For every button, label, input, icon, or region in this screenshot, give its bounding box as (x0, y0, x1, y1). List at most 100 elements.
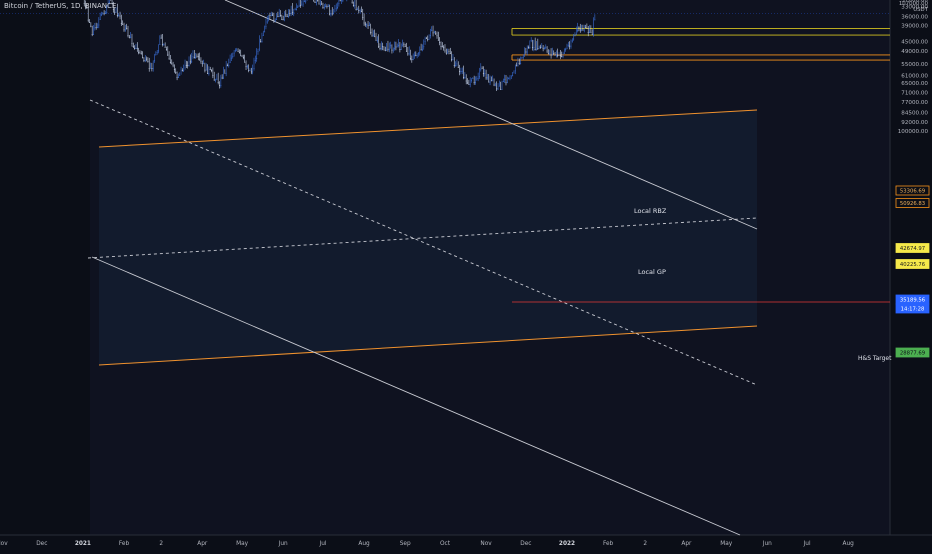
candle (472, 79, 473, 80)
candle (92, 34, 93, 35)
candle (105, 13, 106, 14)
candle (161, 38, 162, 39)
candle (214, 80, 215, 81)
candle (497, 89, 498, 90)
candle (520, 63, 521, 64)
time-tick-label: Jun (762, 541, 772, 547)
candle (165, 47, 166, 48)
candle (452, 60, 453, 61)
candle (203, 64, 204, 65)
candle (181, 74, 182, 75)
candle (117, 15, 118, 16)
candle (147, 61, 148, 62)
candle (393, 50, 394, 51)
currency-label: USDT (913, 7, 929, 13)
candle (269, 15, 270, 16)
candle (127, 35, 128, 36)
candle (249, 70, 250, 71)
candle (328, 6, 329, 7)
candle (142, 58, 143, 59)
candle (555, 55, 556, 56)
candle (304, 1, 305, 2)
candle (162, 44, 163, 45)
candle (173, 65, 174, 66)
candle (470, 84, 471, 85)
candle (577, 30, 578, 31)
candle (288, 16, 289, 17)
candle (458, 67, 459, 68)
candle (467, 83, 468, 84)
candle (171, 64, 172, 65)
candle (230, 62, 231, 63)
candle (524, 56, 525, 57)
candle (159, 44, 160, 45)
time-tick-label: Sep (400, 541, 411, 547)
candle (334, 12, 335, 13)
candle (157, 52, 158, 53)
candle (100, 19, 101, 20)
candle (403, 44, 404, 45)
candle (271, 15, 272, 16)
candle (444, 51, 445, 52)
candle (179, 75, 180, 76)
candle (206, 70, 207, 71)
price-tick-label: 39000.00 (901, 24, 928, 30)
candle (423, 47, 424, 48)
candle (419, 53, 420, 54)
candle (519, 63, 520, 64)
candle (544, 48, 545, 49)
candle (487, 78, 488, 79)
candle (541, 47, 542, 48)
candle (413, 59, 414, 60)
time-tick-label: Apr (197, 541, 208, 547)
candle (572, 41, 573, 42)
candle (562, 56, 563, 57)
candle (234, 53, 235, 54)
candle (257, 51, 258, 52)
candle (511, 76, 512, 77)
candle (436, 36, 437, 37)
time-tick-label: May (720, 541, 733, 547)
candle (460, 71, 461, 72)
candle (414, 56, 415, 57)
candle (204, 70, 205, 71)
candle (455, 65, 456, 66)
candle (330, 14, 331, 15)
candle (211, 70, 212, 71)
candle (272, 15, 273, 16)
candle (316, 2, 317, 3)
candle (228, 65, 229, 66)
price-tick-label: 45000.00 (901, 40, 928, 46)
candle (283, 20, 284, 21)
candle (389, 49, 390, 50)
candle (410, 59, 411, 60)
candle (581, 30, 582, 31)
candle (227, 65, 228, 66)
candle (326, 6, 327, 7)
candle (155, 54, 156, 55)
candle (190, 62, 191, 63)
candle (411, 59, 412, 60)
candle (402, 46, 403, 47)
candle (239, 53, 240, 54)
candle (427, 39, 428, 40)
candle (314, 2, 315, 3)
candle (336, 9, 337, 10)
candle (486, 78, 487, 79)
candle (438, 40, 439, 41)
candle (360, 10, 361, 11)
candle (143, 60, 144, 61)
price-tick-label: 36000.00 (901, 15, 928, 21)
candle (496, 89, 497, 90)
candle (96, 27, 97, 28)
candle (354, 5, 355, 6)
time-tick-label: Feb (119, 541, 130, 547)
candle (482, 68, 483, 69)
price-tag-label: 42674.97 (900, 246, 925, 252)
annotation-local-gp: Local GP (638, 268, 666, 276)
candle (454, 65, 455, 66)
candle (532, 47, 533, 48)
price-tick-label: 77000.00 (901, 100, 928, 106)
